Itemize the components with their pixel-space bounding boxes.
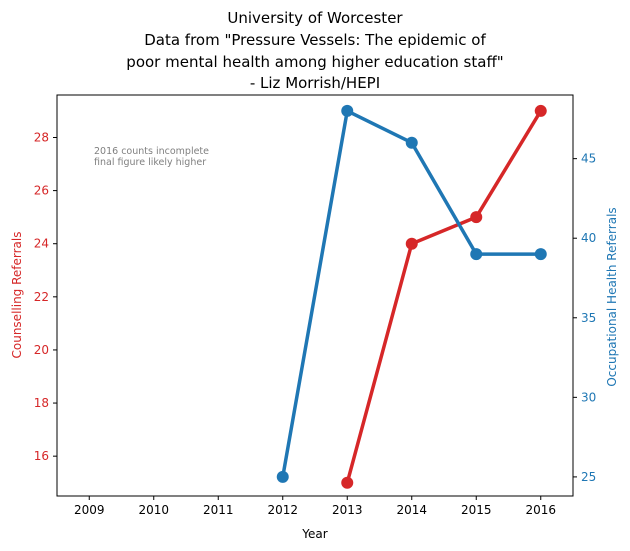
left-tick-label: 28: [34, 130, 49, 144]
counselling-point: [341, 476, 354, 489]
chart-title-line-1: University of Worcester: [227, 9, 403, 27]
x-axis-label: Year: [301, 527, 327, 541]
occupational-health-point: [341, 104, 354, 117]
counselling-series-line: [345, 109, 543, 485]
x-tick-label: 2016: [525, 503, 556, 517]
right-tick-label: 40: [581, 231, 596, 245]
occupational-health-point: [405, 136, 418, 149]
x-tick-label: 2012: [267, 503, 298, 517]
x-tick-label: 2010: [138, 503, 169, 517]
occupational-health-point: [276, 470, 289, 483]
chart-title: University of Worcester Data from "Press…: [126, 9, 503, 92]
annotation-line-2: final figure likely higher: [94, 157, 206, 168]
occupational-health-point: [534, 248, 547, 261]
right-tick-label: 30: [581, 390, 596, 404]
chart-title-line-2: Data from "Pressure Vessels: The epidemi…: [144, 31, 486, 49]
chart-title-line-3: poor mental health among higher educatio…: [126, 53, 503, 71]
left-tick-label: 16: [34, 449, 49, 463]
right-tick-label: 25: [581, 470, 596, 484]
occupational-health-series-line: [281, 109, 543, 479]
left-tick-label: 26: [34, 184, 49, 198]
left-tick-label: 22: [34, 290, 49, 304]
counselling-point: [534, 104, 547, 117]
x-tick-label: 2015: [461, 503, 492, 517]
counselling-point: [470, 211, 483, 224]
counselling-point: [405, 237, 418, 250]
x-tick-label: 2014: [396, 503, 427, 517]
right-y-axis: 25 30 35 40 45: [573, 152, 596, 484]
x-tick-label: 2009: [74, 503, 105, 517]
left-tick-label: 18: [34, 396, 49, 410]
x-tick-label: 2011: [203, 503, 234, 517]
series-layer: [276, 104, 547, 489]
left-tick-label: 20: [34, 343, 49, 357]
x-axis: 2009 2010 2011 2012 2013 2014 2015 2016: [74, 496, 556, 517]
left-y-axis: 16 18 20 22 24 26 28: [34, 130, 57, 463]
left-y-axis-label: Counselling Referrals: [10, 232, 24, 359]
plot-area-frame: [56, 94, 574, 497]
annotation-line-1: 2016 counts incomplete: [94, 146, 209, 157]
occupational-health-point: [470, 248, 483, 261]
right-tick-label: 45: [581, 152, 596, 166]
x-tick-label: 2013: [332, 503, 363, 517]
right-y-axis-label: Occupational Health Referrals: [605, 207, 619, 386]
left-tick-label: 24: [34, 237, 49, 251]
right-tick-label: 35: [581, 311, 596, 325]
chart-title-line-4: - Liz Morrish/HEPI: [250, 74, 380, 92]
